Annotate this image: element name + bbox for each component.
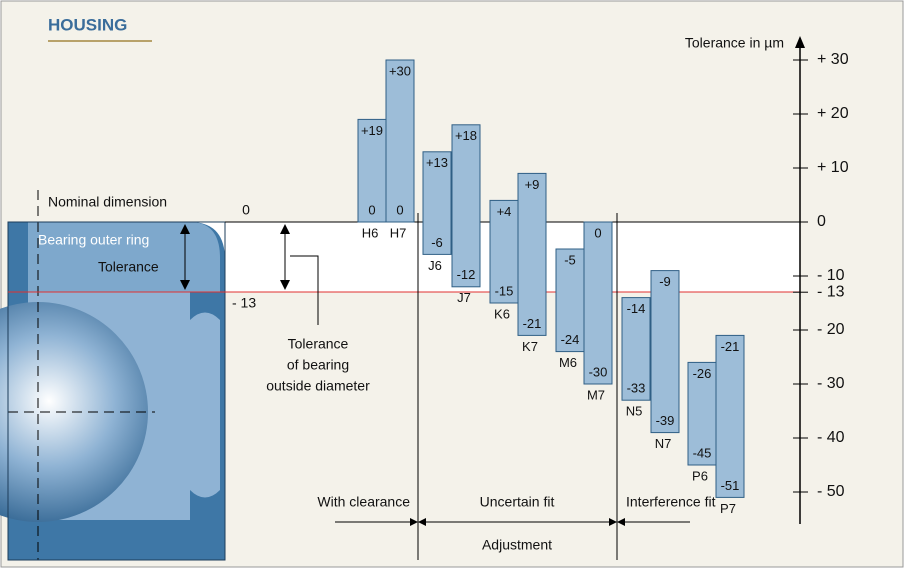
category-label: H7 xyxy=(390,225,407,240)
category-label: N5 xyxy=(626,404,643,419)
upper-label: -14 xyxy=(627,301,646,316)
y-tick-label: 0 xyxy=(817,213,826,230)
upper-label: +13 xyxy=(426,155,448,170)
upper-label: -5 xyxy=(564,252,576,267)
y-tick-label: - 10 xyxy=(817,267,845,284)
lower-label: 0 xyxy=(396,202,403,217)
upper-label: +4 xyxy=(497,204,512,219)
tolerance-zone xyxy=(452,125,480,287)
annotation: 0 xyxy=(242,202,250,218)
upper-label: -9 xyxy=(659,274,671,289)
annotation: outside diameter xyxy=(266,378,370,394)
category-label: M7 xyxy=(587,387,605,402)
chart: HOUSING Tolerance in µm Nominal dimensio… xyxy=(0,0,904,568)
tolerance-zone xyxy=(518,173,546,335)
annotation: Tolerance xyxy=(288,336,349,352)
annotation: Nominal dimension xyxy=(48,194,167,210)
category-label: J7 xyxy=(457,290,471,305)
lower-label: -39 xyxy=(656,413,675,428)
upper-label: -21 xyxy=(721,339,740,354)
annotation: Uncertain fit xyxy=(480,494,555,510)
upper-label: +18 xyxy=(455,128,477,143)
lower-label: -24 xyxy=(561,332,580,347)
annotation: With clearance xyxy=(317,494,410,510)
tolerance-zone xyxy=(584,222,612,384)
annotation: Interference fit xyxy=(626,494,716,510)
category-label: N7 xyxy=(655,436,672,451)
category-label: P7 xyxy=(720,501,736,516)
annotation: Adjustment xyxy=(482,537,552,553)
y-tick-label: + 30 xyxy=(817,51,849,68)
lower-label: -30 xyxy=(589,364,608,379)
tolerance-zone xyxy=(716,335,744,497)
y-tick-label: - 20 xyxy=(817,321,845,338)
upper-label: +19 xyxy=(361,123,383,138)
y-label: Tolerance in µm xyxy=(685,35,784,51)
upper-label: +30 xyxy=(389,63,411,78)
lower-label: -51 xyxy=(721,478,740,493)
upper-label: -26 xyxy=(693,366,712,381)
y-tick-label: + 20 xyxy=(817,105,849,122)
category-label: M6 xyxy=(559,355,577,370)
title: HOUSING xyxy=(48,15,127,34)
y-tick-label: - 50 xyxy=(817,483,845,500)
tolerance-zone xyxy=(386,60,414,222)
category-label: K6 xyxy=(494,306,510,321)
category-label: H6 xyxy=(362,225,379,240)
lower-label: -45 xyxy=(693,445,712,460)
lower-label: 0 xyxy=(368,202,375,217)
annotation: - 13 xyxy=(232,295,256,311)
y-tick-label: - 13 xyxy=(817,283,845,300)
category-label: K7 xyxy=(522,339,538,354)
annotation: Bearing outer ring xyxy=(38,232,149,248)
lower-label: -33 xyxy=(627,381,646,396)
tolerance-zone xyxy=(651,271,679,433)
lower-label: -21 xyxy=(523,316,542,331)
category-label: P6 xyxy=(692,468,708,483)
annotation: of bearing xyxy=(287,357,349,373)
y-tick-label: + 10 xyxy=(817,159,849,176)
y-tick-label: - 40 xyxy=(817,429,845,446)
annotation: Tolerance xyxy=(98,259,159,275)
lower-label: -6 xyxy=(431,235,443,250)
y-tick-label: - 30 xyxy=(817,375,845,392)
upper-label: 0 xyxy=(594,225,601,240)
category-label: J6 xyxy=(428,258,442,273)
lower-label: -15 xyxy=(495,283,514,298)
lower-label: -12 xyxy=(457,267,476,282)
upper-label: +9 xyxy=(525,177,540,192)
